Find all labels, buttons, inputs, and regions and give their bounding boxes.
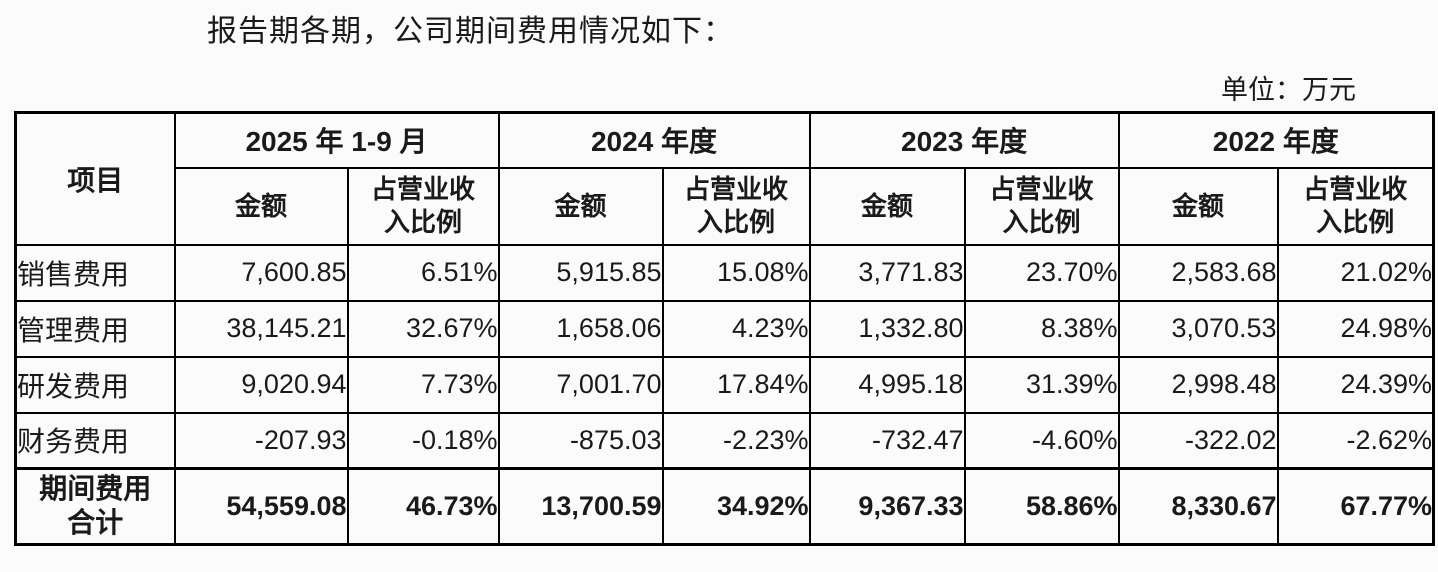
table-row-total: 期间费用 合计 54,559.08 46.73% 13,700.59 34.92… xyxy=(14,467,1435,546)
period-header-2024: 2024 年度 xyxy=(497,111,811,169)
amount-cell: -322.02 xyxy=(1117,411,1279,470)
amount-cell: 9,020.94 xyxy=(173,355,349,414)
row-label: 销售费用 xyxy=(14,243,176,302)
amount-header-2025: 金额 xyxy=(173,166,349,246)
table-row-rd-expense: 研发费用 9,020.94 7.73% 7,001.70 17.84% 4,99… xyxy=(14,355,1435,414)
amount-cell: -732.47 xyxy=(808,411,966,470)
period-expenses-table: 项目 2025 年 1-9 月 2024 年度 2023 年度 2022 年度 … xyxy=(14,111,1436,546)
ratio-cell: 8.38% xyxy=(963,299,1120,358)
amount-header-2022: 金额 xyxy=(1117,166,1279,246)
amount-cell: 38,145.21 xyxy=(173,299,349,358)
ratio-header-2025: 占营业收 入比例 xyxy=(346,166,500,246)
table-header-row-sub: 金额 占营业收 入比例 金额 占营业收 入比例 金额 占营业收 入比例 金额 占… xyxy=(16,166,1435,246)
period-header-2022: 2022 年度 xyxy=(1117,111,1435,169)
amount-cell: 5,915.85 xyxy=(497,243,664,302)
table-header-row-years: 项目 2025 年 1-9 月 2024 年度 2023 年度 2022 年度 xyxy=(14,111,1435,246)
amount-cell: -875.03 xyxy=(497,411,664,470)
ratio-cell: -2.23% xyxy=(661,411,811,470)
ratio-cell: 67.77% xyxy=(1276,467,1435,546)
ratio-cell: 6.51% xyxy=(346,243,500,302)
table-row-finance-expense: 财务费用 -207.93 -0.18% -875.03 -2.23% -732.… xyxy=(14,411,1435,470)
amount-cell: 13,700.59 xyxy=(497,467,664,546)
ratio-cell: 46.73% xyxy=(346,467,500,546)
amount-cell: 9,367.33 xyxy=(808,467,966,546)
period-header-2023: 2023 年度 xyxy=(808,111,1120,169)
ratio-header-2022: 占营业收 入比例 xyxy=(1276,166,1435,246)
ratio-cell: 24.39% xyxy=(1276,355,1435,414)
ratio-cell: -0.18% xyxy=(346,411,500,470)
ratio-cell: 21.02% xyxy=(1276,243,1435,302)
amount-cell: 1,658.06 xyxy=(497,299,664,358)
intro-text: 报告期各期，公司期间费用情况如下： xyxy=(207,15,734,48)
amount-cell: 54,559.08 xyxy=(173,467,349,546)
amount-cell: 1,332.80 xyxy=(808,299,966,358)
amount-cell: 3,070.53 xyxy=(1117,299,1279,358)
row-label: 财务费用 xyxy=(14,411,176,470)
amount-cell: 4,995.18 xyxy=(808,355,966,414)
ratio-cell: 17.84% xyxy=(661,355,811,414)
amount-header-2024: 金额 xyxy=(497,166,664,246)
table-row-admin-expense: 管理费用 38,145.21 32.67% 1,658.06 4.23% 1,3… xyxy=(14,299,1435,358)
ratio-cell: -4.60% xyxy=(963,411,1120,470)
amount-cell: -207.93 xyxy=(173,411,349,470)
amount-cell: 8,330.67 xyxy=(1117,467,1279,546)
ratio-cell: 23.70% xyxy=(963,243,1120,302)
ratio-cell: 58.86% xyxy=(963,467,1120,546)
row-label: 研发费用 xyxy=(14,355,176,414)
period-header-2025: 2025 年 1-9 月 xyxy=(173,111,500,169)
row-label: 管理费用 xyxy=(14,299,176,358)
amount-header-2023: 金额 xyxy=(808,166,966,246)
amount-cell: 2,583.68 xyxy=(1117,243,1279,302)
ratio-cell: 4.23% xyxy=(661,299,811,358)
amount-cell: 7,001.70 xyxy=(497,355,664,414)
ratio-cell: 7.73% xyxy=(346,355,500,414)
ratio-cell: -2.62% xyxy=(1276,411,1435,470)
amount-cell: 3,771.83 xyxy=(808,243,966,302)
ratio-cell: 24.98% xyxy=(1276,299,1435,358)
item-column-header: 项目 xyxy=(14,111,176,246)
ratio-cell: 31.39% xyxy=(963,355,1120,414)
ratio-cell: 34.92% xyxy=(661,467,811,546)
unit-label: 单位：万元 xyxy=(1221,75,1356,105)
ratio-header-2024: 占营业收 入比例 xyxy=(661,166,811,246)
amount-cell: 7,600.85 xyxy=(173,243,349,302)
table-row-sales-expense: 销售费用 7,600.85 6.51% 5,915.85 15.08% 3,77… xyxy=(14,243,1435,302)
ratio-header-2023: 占营业收 入比例 xyxy=(963,166,1120,246)
amount-cell: 2,998.48 xyxy=(1117,355,1279,414)
ratio-cell: 15.08% xyxy=(661,243,811,302)
total-row-label: 期间费用 合计 xyxy=(14,467,176,546)
ratio-cell: 32.67% xyxy=(346,299,500,358)
